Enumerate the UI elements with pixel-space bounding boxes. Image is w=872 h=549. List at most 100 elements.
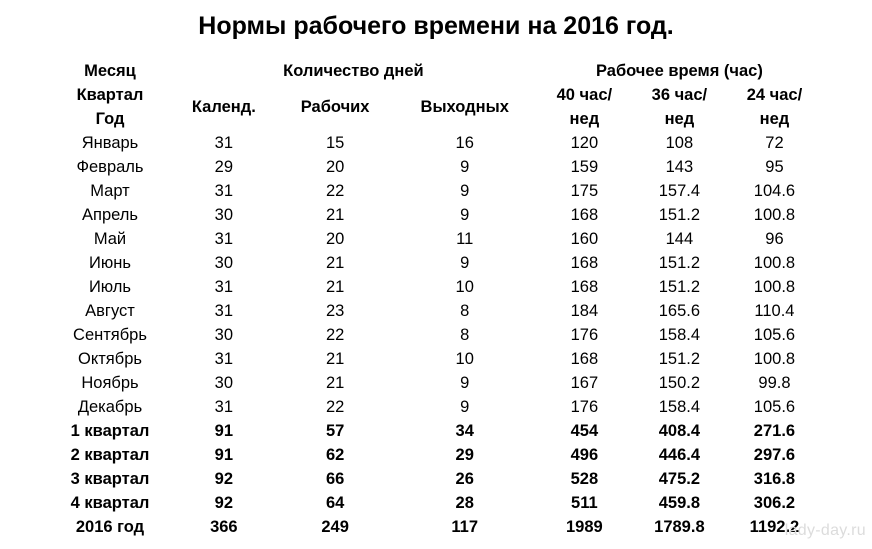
calendar-cell: 31: [170, 299, 278, 323]
h36-cell: 158.4: [632, 323, 727, 347]
table-row: Июнь30219168151.2100.8: [50, 251, 822, 275]
weekend-cell: 34: [393, 419, 537, 443]
work-cell: 64: [278, 491, 393, 515]
weekend-cell: 10: [393, 275, 537, 299]
calendar-cell: 91: [170, 419, 278, 443]
col-40h-l1: 40 час/: [537, 83, 632, 107]
h40-cell: 511: [537, 491, 632, 515]
h36-cell: 151.2: [632, 203, 727, 227]
h36-cell: 151.2: [632, 275, 727, 299]
calendar-cell: 29: [170, 155, 278, 179]
calendar-cell: 92: [170, 467, 278, 491]
h40-cell: 176: [537, 323, 632, 347]
table-row: 1 квартал915734454408.4271.6: [50, 419, 822, 443]
work-time-table: Месяц Количество дней Рабочее время (час…: [50, 59, 822, 539]
weekend-cell: 9: [393, 203, 537, 227]
h24-cell: 100.8: [727, 275, 822, 299]
h40-cell: 120: [537, 131, 632, 155]
page-title: Нормы рабочего времени на 2016 год.: [50, 12, 822, 41]
h24-cell: 316.8: [727, 467, 822, 491]
h36-cell: 408.4: [632, 419, 727, 443]
h24-cell: 100.8: [727, 203, 822, 227]
h40-cell: 528: [537, 467, 632, 491]
h24-cell: 99.8: [727, 371, 822, 395]
table-row: 2016 год36624911719891789.81192.2: [50, 515, 822, 539]
h40-cell: 159: [537, 155, 632, 179]
h36-cell: 446.4: [632, 443, 727, 467]
h40-cell: 184: [537, 299, 632, 323]
calendar-cell: 31: [170, 131, 278, 155]
h24-cell: 100.8: [727, 251, 822, 275]
period-cell: 3 квартал: [50, 467, 170, 491]
period-cell: 4 квартал: [50, 491, 170, 515]
col-36h-l1: 36 час/: [632, 83, 727, 107]
table-row: Декабрь31229176158.4105.6: [50, 395, 822, 419]
h36-cell: 158.4: [632, 395, 727, 419]
table-row: 4 квартал926428511459.8306.2: [50, 491, 822, 515]
table-row: Сентябрь30228176158.4105.6: [50, 323, 822, 347]
calendar-cell: 31: [170, 227, 278, 251]
table-row: Май31201116014496: [50, 227, 822, 251]
work-cell: 21: [278, 347, 393, 371]
h36-cell: 150.2: [632, 371, 727, 395]
h36-cell: 108: [632, 131, 727, 155]
h40-cell: 1989: [537, 515, 632, 539]
table-row: 3 квартал926626528475.2316.8: [50, 467, 822, 491]
calendar-cell: 30: [170, 371, 278, 395]
period-cell: Июль: [50, 275, 170, 299]
table-row: Апрель30219168151.2100.8: [50, 203, 822, 227]
period-cell: 1 квартал: [50, 419, 170, 443]
table-row: Июль312110168151.2100.8: [50, 275, 822, 299]
h40-cell: 167: [537, 371, 632, 395]
weekend-cell: 8: [393, 299, 537, 323]
table-row: Октябрь312110168151.2100.8: [50, 347, 822, 371]
h24-cell: 105.6: [727, 395, 822, 419]
h24-cell: 110.4: [727, 299, 822, 323]
col-24h-l2: нед: [727, 107, 822, 131]
calendar-cell: 31: [170, 275, 278, 299]
calendar-cell: 366: [170, 515, 278, 539]
calendar-cell: 31: [170, 179, 278, 203]
watermark: lady-day.ru: [785, 522, 866, 540]
work-cell: 15: [278, 131, 393, 155]
h36-cell: 143: [632, 155, 727, 179]
period-cell: Июнь: [50, 251, 170, 275]
work-cell: 23: [278, 299, 393, 323]
col-period-l2: Квартал: [50, 83, 170, 107]
calendar-cell: 30: [170, 203, 278, 227]
h24-cell: 297.6: [727, 443, 822, 467]
weekend-cell: 9: [393, 395, 537, 419]
work-cell: 22: [278, 323, 393, 347]
h24-cell: 271.6: [727, 419, 822, 443]
h24-cell: 95: [727, 155, 822, 179]
h40-cell: 160: [537, 227, 632, 251]
period-cell: Февраль: [50, 155, 170, 179]
weekend-cell: 16: [393, 131, 537, 155]
h36-cell: 475.2: [632, 467, 727, 491]
h24-cell: 104.6: [727, 179, 822, 203]
work-cell: 22: [278, 179, 393, 203]
weekend-cell: 28: [393, 491, 537, 515]
h40-cell: 454: [537, 419, 632, 443]
h36-cell: 459.8: [632, 491, 727, 515]
col-40h-l2: нед: [537, 107, 632, 131]
period-cell: Январь: [50, 131, 170, 155]
table-row: Февраль2920915914395: [50, 155, 822, 179]
col-weekend: Выходных: [393, 83, 537, 131]
h24-cell: 96: [727, 227, 822, 251]
col-calendar: Календ.: [170, 83, 278, 131]
h36-cell: 165.6: [632, 299, 727, 323]
period-cell: Май: [50, 227, 170, 251]
h24-cell: 105.6: [727, 323, 822, 347]
col-group-days: Количество дней: [170, 59, 537, 83]
calendar-cell: 92: [170, 491, 278, 515]
table-row: 2 квартал916229496446.4297.6: [50, 443, 822, 467]
work-cell: 21: [278, 371, 393, 395]
period-cell: 2 квартал: [50, 443, 170, 467]
work-cell: 21: [278, 203, 393, 227]
h40-cell: 176: [537, 395, 632, 419]
table-body: Январь31151612010872Февраль2920915914395…: [50, 131, 822, 539]
col-group-hours: Рабочее время (час): [537, 59, 822, 83]
weekend-cell: 9: [393, 371, 537, 395]
work-cell: 62: [278, 443, 393, 467]
